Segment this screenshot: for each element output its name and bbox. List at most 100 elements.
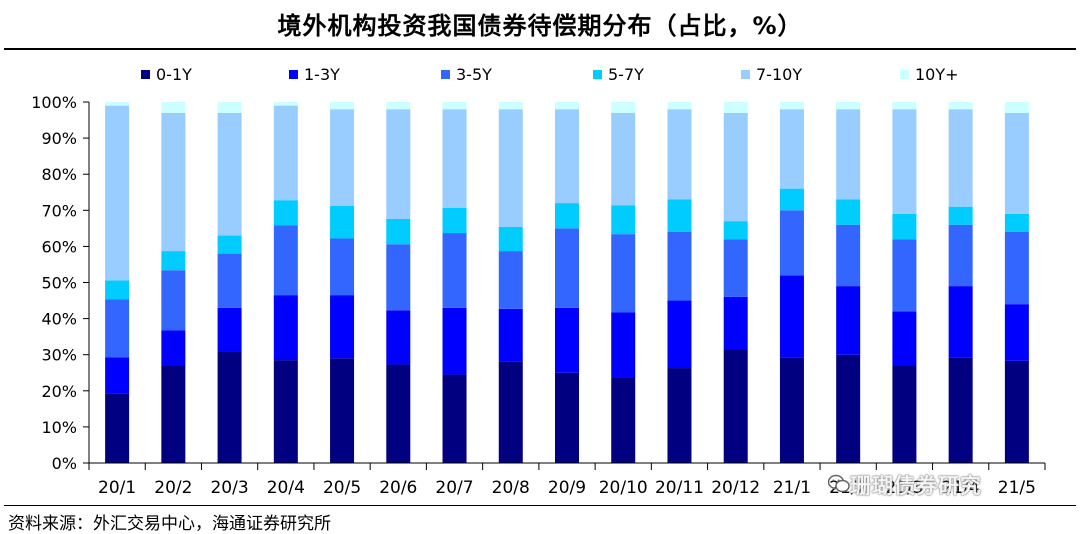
- y-tick-label: 70%: [41, 201, 77, 220]
- legend-label: 7-10Y: [756, 65, 802, 84]
- x-tick-label: 20/6: [379, 478, 417, 498]
- bar-segment-5-7y: [1004, 213, 1029, 232]
- y-tick-label: 40%: [41, 310, 77, 329]
- bar-segment-10yplus: [386, 102, 411, 110]
- bar-segment-7-10y: [273, 105, 298, 201]
- bar-segment-5-7y: [105, 280, 130, 300]
- bar-segment-0-1y: [442, 374, 467, 463]
- bar-segment-0-1y: [723, 350, 748, 463]
- bar-segment-3-5y: [611, 234, 636, 313]
- bar-segment-1-3y: [105, 357, 130, 394]
- bar-segment-10yplus: [836, 102, 861, 110]
- bar-segment-3-5y: [723, 239, 748, 297]
- x-tick-label: 20/9: [548, 478, 586, 498]
- bar-segment-7-10y: [386, 109, 411, 219]
- x-axis: 20/1 20/2 20/3 20/4 20/5 20/6 20/7 20/8 20/9 20/1…: [88, 462, 1046, 498]
- bar-segment-1-3y: [892, 311, 917, 366]
- legend-label: 1-3Y: [304, 65, 340, 84]
- y-tick-label: 10%: [41, 418, 77, 437]
- bar-segment-1-3y: [161, 330, 186, 366]
- bar-segment-3-5y: [498, 251, 523, 309]
- bar-segment-10yplus: [555, 102, 579, 110]
- bar-segment-3-5y: [1004, 231, 1029, 305]
- x-tick-label: 20/2: [154, 478, 192, 498]
- bar-segment-7-10y: [161, 112, 186, 252]
- bar-segment-10yplus: [779, 102, 804, 110]
- legend-label: 3-5Y: [456, 65, 492, 84]
- bar-segment-10yplus: [1004, 102, 1029, 113]
- bar-segment-10yplus: [723, 102, 748, 113]
- legend-swatch: [593, 70, 602, 79]
- bar-segment-3-5y: [105, 299, 130, 358]
- x-tick-label: 21/4: [942, 478, 980, 498]
- y-tick-label: 50%: [41, 274, 77, 293]
- bar-segment-3-5y: [330, 238, 355, 296]
- x-tick-label: 20/1: [98, 478, 136, 498]
- y-axis: 0% 10% 20% 30% 40% 50% 60% 70% 80% 90% 100%: [31, 93, 90, 473]
- bar-segment-7-10y: [555, 109, 579, 204]
- bar-segment-3-5y: [442, 233, 467, 308]
- wechat-icon: [828, 474, 850, 493]
- bar-segment-1-3y: [442, 307, 467, 375]
- x-tick-label: 21/1: [773, 478, 811, 498]
- bar-segment-5-7y: [555, 203, 579, 229]
- bar-segment-0-1y: [555, 372, 579, 463]
- legend: 0-1Y 1-3Y 3-5Y 5-7Y 7-10Y 10Y+: [141, 65, 959, 84]
- bar-segment-0-1y: [273, 360, 298, 463]
- bar-segment-7-10y: [723, 112, 748, 222]
- bar-segment-10yplus: [161, 102, 186, 113]
- bar-segment-10yplus: [667, 102, 692, 110]
- bar-segment-1-3y: [611, 312, 636, 378]
- bar-segment-1-3y: [386, 310, 411, 365]
- bar-segment-3-5y: [836, 224, 861, 287]
- x-tick-label: 20/5: [323, 478, 361, 498]
- bar-segment-5-7y: [611, 205, 636, 235]
- bar-segment-0-1y: [161, 365, 186, 463]
- bar-segment-5-7y: [273, 200, 298, 226]
- bar-segment-1-3y: [498, 308, 523, 362]
- bar-segment-3-5y: [779, 210, 804, 276]
- x-tick-label: 21/3: [885, 478, 923, 498]
- bar-segment-0-1y: [948, 357, 973, 463]
- bar-segment-7-10y: [948, 109, 973, 207]
- bar-segment-5-7y: [217, 235, 242, 254]
- legend-swatch: [900, 70, 909, 79]
- x-tick-label: 21/5: [998, 478, 1036, 498]
- bar-segment-3-5y: [667, 231, 692, 301]
- bar-segment-1-3y: [555, 307, 579, 373]
- bar-segment-5-7y: [948, 206, 973, 225]
- y-tick-label: 0%: [52, 454, 77, 473]
- bar-segment-5-7y: [386, 218, 411, 245]
- bar-segment-7-10y: [611, 112, 636, 206]
- bar-segment-5-7y: [836, 199, 861, 225]
- x-tick-label: 20/7: [435, 478, 473, 498]
- bar-segment-7-10y: [836, 109, 861, 200]
- bar-segment-7-10y: [217, 112, 242, 236]
- bar-segment-5-7y: [161, 251, 186, 271]
- bar-segment-0-1y: [498, 361, 523, 463]
- x-tick-label: 20/11: [655, 478, 704, 498]
- legend-swatch: [441, 70, 450, 79]
- y-tick-label: 100%: [31, 93, 77, 112]
- bar-segment-3-5y: [273, 225, 298, 296]
- bar-segment-1-3y: [330, 295, 355, 359]
- source-note: 资料来源：外汇交易中心，海通证券研究所: [8, 514, 331, 534]
- legend-swatch: [141, 70, 150, 79]
- y-tick-label: 20%: [41, 382, 77, 401]
- bar-segment-0-1y: [386, 364, 411, 463]
- bar-segment-10yplus: [105, 102, 130, 106]
- x-tick-label: 20/8: [492, 478, 530, 498]
- stacked-bar-chart: 0-1Y 1-3Y 3-5Y 5-7Y 7-10Y 10Y+ 0% 10% 20% 30% 40%…: [31, 65, 1046, 498]
- bar-segment-0-1y: [105, 393, 130, 463]
- legend-swatch: [289, 70, 298, 79]
- bar-segment-0-1y: [892, 365, 917, 463]
- bar-segment-7-10y: [1004, 112, 1029, 214]
- bar-segment-7-10y: [779, 109, 804, 189]
- bar-segment-0-1y: [217, 351, 242, 463]
- bar-segment-3-5y: [217, 253, 242, 308]
- legend-label: 5-7Y: [608, 65, 644, 84]
- x-tick-label: 20/4: [267, 478, 305, 498]
- legend-swatch: [741, 70, 750, 79]
- bar-segment-5-7y: [779, 188, 804, 211]
- bar-segment-0-1y: [1004, 360, 1029, 463]
